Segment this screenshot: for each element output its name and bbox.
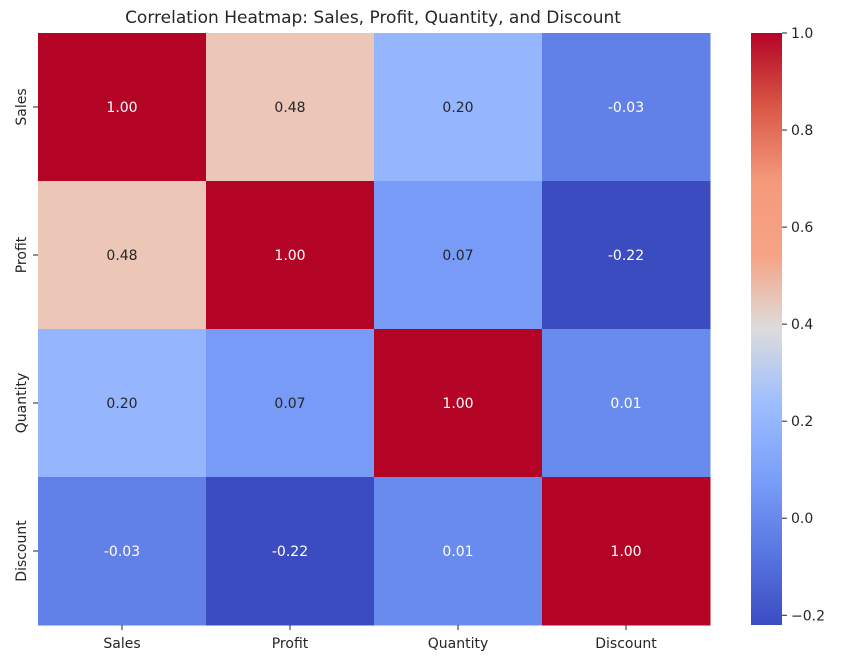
colorbar-tick-label: 0.2: [791, 414, 813, 430]
cell-value-label: 1.00: [610, 544, 641, 560]
cell-value-label: 1.00: [442, 396, 473, 412]
y-tick-label: Sales: [14, 88, 30, 125]
heatmap-cell: [206, 181, 375, 330]
cell-value-label: 0.48: [106, 248, 137, 264]
heatmap-cell: [374, 477, 543, 626]
y-tick-label: Discount: [14, 520, 30, 582]
heatmap-cell: [206, 329, 375, 478]
heatmap-cell: [206, 33, 375, 182]
cell-value-label: 0.01: [610, 396, 641, 412]
colorbar-tick-label: 0.4: [791, 317, 813, 333]
heatmap-cell: [38, 329, 207, 478]
heatmap-cell: [38, 477, 207, 626]
cell-value-label: 0.07: [442, 248, 473, 264]
colorbar-tick-label: 0.6: [791, 220, 813, 236]
y-tick-label: Profit: [14, 236, 30, 273]
cell-value-label: -0.03: [104, 544, 140, 560]
heatmap-cell: [374, 181, 543, 330]
heatmap-cell: [206, 477, 375, 626]
colorbar-gradient: [751, 33, 782, 625]
colorbar-tick-label: −0.2: [791, 608, 825, 624]
cell-value-label: -0.03: [608, 100, 644, 116]
cell-value-label: -0.22: [608, 248, 644, 264]
colorbar-ticks: −0.2 0.0 0.2 0.4 0.6 0.8 1.0: [782, 26, 825, 624]
heatmap-cell: [542, 477, 711, 626]
cell-value-label: 0.07: [274, 396, 305, 412]
x-axis: Sales Profit Quantity Discount: [103, 625, 657, 652]
colorbar-tick-label: 0.0: [791, 511, 813, 527]
cell-value-label: 0.20: [442, 100, 473, 116]
y-tick-label: Quantity: [14, 373, 30, 434]
cell-value-label: 0.01: [442, 544, 473, 560]
x-tick-label: Discount: [595, 636, 657, 652]
x-tick-label: Profit: [272, 636, 309, 652]
colorbar-tick-label: 1.0: [791, 26, 813, 42]
heatmap-cell: [38, 181, 207, 330]
heatmap-cell: [38, 33, 207, 182]
cell-value-label: 0.20: [106, 396, 137, 412]
cell-value-label: 1.00: [274, 248, 305, 264]
heatmap-cells: 1.00 0.48 0.20 -0.03 0.48 1.00 0.07 -0.22 0.20 0.…: [38, 33, 711, 626]
y-axis: Sales Profit Quantity Discount: [14, 88, 38, 582]
cell-value-label: -0.22: [272, 544, 308, 560]
x-tick-label: Sales: [103, 636, 140, 652]
cell-value-label: 0.48: [274, 100, 305, 116]
cell-value-label: 1.00: [106, 100, 137, 116]
x-tick-label: Quantity: [428, 636, 489, 652]
colorbar-tick-label: 0.8: [791, 123, 813, 139]
colorbar: −0.2 0.0 0.2 0.4 0.6 0.8 1.0: [751, 26, 825, 625]
heatmap-cell: [542, 33, 711, 182]
heatmap-cell: [374, 329, 543, 478]
heatmap-cell: [542, 329, 711, 478]
heatmap-cell: [542, 181, 711, 330]
chart-title: Correlation Heatmap: Sales, Profit, Quan…: [125, 8, 621, 28]
heatmap-cell: [374, 33, 543, 182]
